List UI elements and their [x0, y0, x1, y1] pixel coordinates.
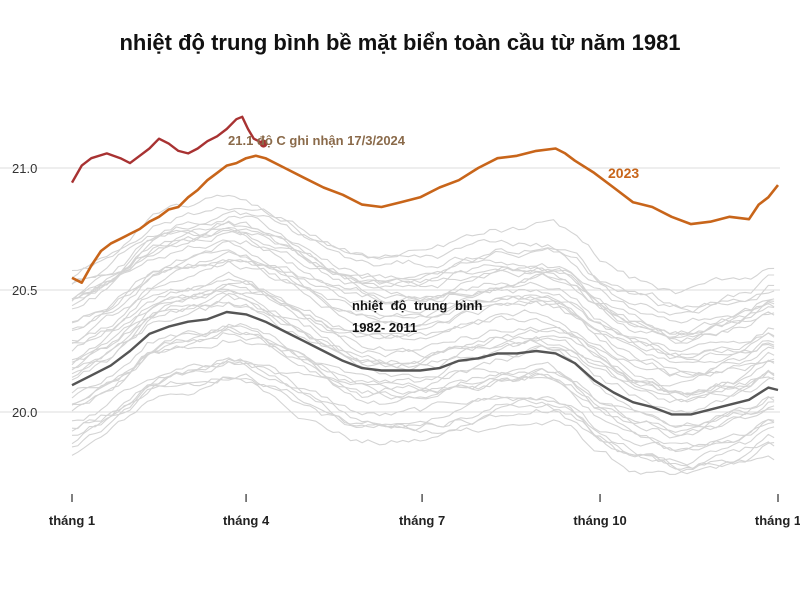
- x-tick-label: tháng 1: [49, 513, 95, 528]
- background-year-line: [71, 325, 775, 436]
- y-tick-label: 20.0: [12, 405, 37, 420]
- background-year-line: [71, 280, 775, 396]
- background-year-line: [71, 300, 775, 403]
- record-point: [259, 139, 268, 148]
- background-year-line: [71, 278, 775, 376]
- background-year-line: [71, 339, 775, 451]
- y-axis: 20.0 20.5 21.0: [12, 161, 37, 420]
- series-line-1982-2011: [71, 310, 779, 416]
- record-annotation: 21.1 độ C ghi nhận 17/3/2024: [228, 133, 406, 148]
- background-year-line: [71, 289, 775, 387]
- background-year-line: [71, 323, 775, 439]
- average-label-line1: nhiệt độ trung bình: [352, 298, 482, 313]
- background-year-line: [71, 206, 775, 295]
- background-year-line: [71, 376, 775, 475]
- background-year-line: [71, 373, 775, 470]
- background-year-line: [71, 258, 775, 378]
- background-year-lines: [71, 194, 775, 475]
- gridlines: [0, 167, 780, 413]
- x-tick-label: tháng 10: [573, 513, 626, 528]
- background-year-line: [71, 239, 775, 336]
- background-year-line: [71, 358, 775, 447]
- background-year-line: [71, 215, 775, 316]
- series-line-2023: [71, 147, 780, 285]
- background-year-line: [71, 249, 775, 359]
- series-line-2024: [70, 115, 265, 184]
- y-tick-label: 20.5: [12, 283, 37, 298]
- highlighted-series: [70, 115, 780, 416]
- average-label-line2: 1982- 2011: [352, 320, 417, 335]
- x-axis: tháng 1 tháng 4 tháng 7 tháng 10 tháng 1: [49, 494, 800, 528]
- background-year-line: [71, 292, 775, 414]
- x-tick-label: tháng 7: [399, 513, 445, 528]
- background-year-line: [71, 227, 775, 335]
- background-year-line: [71, 230, 775, 340]
- background-year-line: [71, 210, 775, 313]
- annotations: 21.1 độ C ghi nhận 17/3/2024 2023 nhiệt …: [228, 133, 639, 335]
- background-year-line: [71, 377, 775, 473]
- x-tick-label: tháng 1: [755, 513, 800, 528]
- background-year-line: [71, 332, 775, 428]
- background-year-line: [71, 271, 775, 376]
- x-tick-label: tháng 4: [223, 513, 270, 528]
- background-year-line: [71, 194, 775, 309]
- background-year-line: [71, 325, 775, 427]
- background-year-line: [71, 226, 775, 324]
- background-year-line: [71, 283, 775, 396]
- label-2023: 2023: [608, 165, 639, 181]
- chart-title: nhiệt độ trung bình bề mặt biển toàn cầu…: [119, 30, 681, 55]
- background-year-line: [71, 357, 775, 453]
- background-year-line: [71, 361, 775, 466]
- background-year-line: [71, 328, 775, 433]
- background-year-line: [71, 250, 775, 353]
- background-year-line: [71, 259, 775, 360]
- y-tick-label: 21.0: [12, 161, 37, 176]
- background-year-line: [71, 220, 775, 338]
